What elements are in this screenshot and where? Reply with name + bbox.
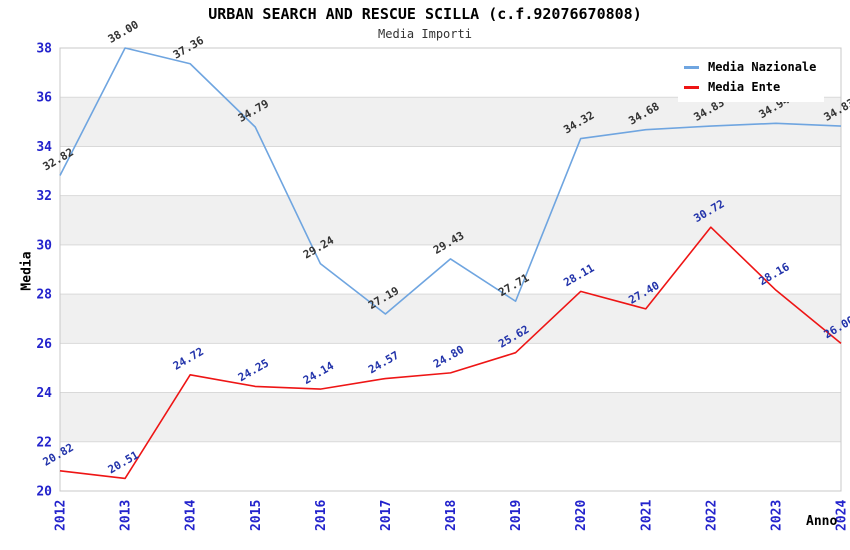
legend-marker-line-icon: [684, 65, 699, 69]
grid-band: [60, 294, 841, 344]
grid-band: [60, 97, 841, 147]
y-axis-tick-label: 32: [36, 189, 52, 204]
x-axis-tick-label: 2017: [379, 500, 394, 531]
legend-box: Media Nazionale Media Ente: [678, 52, 825, 102]
data-point-label: 20.51: [106, 448, 142, 476]
x-axis-tick-label: 2014: [184, 500, 199, 531]
chart-title: URBAN SEARCH AND RESCUE SCILLA (c.f.9207…: [208, 5, 642, 23]
data-point-label: 28.16: [757, 260, 793, 288]
legend-label: Media Ente: [708, 80, 781, 94]
y-axis-tick-label: 28: [36, 288, 52, 303]
y-axis-tick-label: 38: [36, 42, 52, 57]
y-axis-tick-label: 30: [36, 238, 52, 253]
x-axis-tick-label: 2024: [835, 500, 850, 531]
data-point-label: 24.80: [431, 343, 466, 371]
legend-item-media-nazionale: Media Nazionale: [684, 57, 816, 77]
y-axis-tick-label: 24: [36, 386, 52, 401]
x-axis-tick-label: 2020: [574, 500, 589, 531]
y-axis-tick-label: 36: [36, 91, 52, 106]
x-axis-tick-label: 2016: [314, 500, 329, 531]
chart-subtitle: Media Importi: [378, 27, 472, 41]
x-axis-tick-label: 2012: [54, 500, 69, 531]
legend-item-media-ente: Media Ente: [684, 77, 816, 97]
data-point-label: 38.00: [106, 18, 141, 46]
data-point-label: 24.25: [236, 356, 271, 384]
data-point-label: 37.36: [171, 34, 207, 62]
y-axis-title: Media: [19, 251, 35, 291]
series-line-media-ente: [59, 226, 842, 480]
grid-band: [60, 195, 841, 245]
legend-marker-line-icon: [684, 85, 699, 89]
y-axis-tick-label: 22: [36, 435, 52, 450]
legend-label: Media Nazionale: [708, 60, 817, 74]
y-axis-tick-label: 26: [36, 337, 52, 352]
x-axis-tick-label: 2018: [444, 500, 459, 531]
y-axis-tick-label: 34: [36, 140, 52, 155]
grid-band: [60, 392, 841, 442]
data-point-label: 24.57: [366, 349, 401, 377]
plot-border: [59, 47, 842, 492]
y-axis-tick-label: 20: [36, 485, 52, 500]
series-line-media-nazionale: [59, 47, 842, 315]
data-point-label: 24.14: [301, 359, 337, 387]
x-axis-tick-label: 2015: [249, 500, 264, 531]
x-axis-tick-label: 2019: [509, 500, 524, 531]
data-point-label: 28.11: [561, 261, 597, 289]
data-point-label: 24.72: [171, 345, 206, 373]
x-axis-title: Anno: [806, 514, 838, 529]
x-axis-tick-label: 2022: [704, 500, 719, 531]
x-axis-tick-label: 2021: [639, 500, 654, 531]
x-axis-tick-label: 2013: [119, 500, 134, 531]
x-axis-tick-label: 2023: [769, 500, 784, 531]
